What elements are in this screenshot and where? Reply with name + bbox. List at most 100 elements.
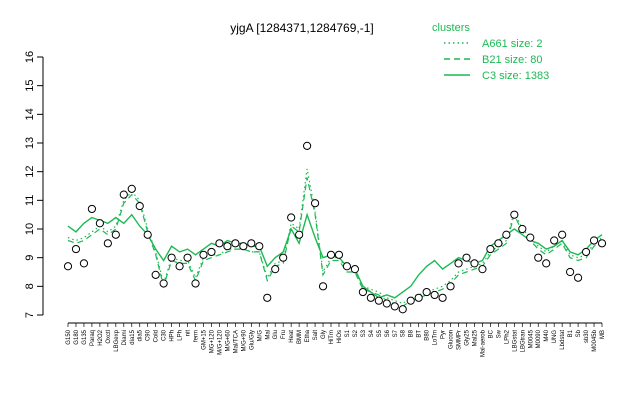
x-tick-label: S6 — [385, 329, 391, 337]
data-point — [581, 247, 591, 257]
y-tick-label: 13 — [24, 137, 36, 149]
data-point — [414, 293, 423, 302]
x-tick-label: Mal — [265, 330, 271, 340]
x-tick-label: MG+120 — [209, 329, 215, 353]
data-point — [151, 270, 160, 279]
y-tick-label: 12 — [24, 166, 36, 178]
x-tick-label: M0045 — [528, 329, 534, 348]
data-point — [143, 230, 152, 239]
x-tick-label: M40 — [544, 329, 550, 341]
x-axis: G150 G180 G135 Paraq H2O2 Oxctl LBGexp Diami dia… — [66, 322, 606, 357]
x-tick-label: C90 — [146, 329, 152, 341]
data-point — [398, 305, 407, 314]
x-tick-label: B8 — [409, 329, 415, 337]
x-tick-label: G150 — [66, 329, 72, 344]
x-tick-label: sb30 — [584, 329, 590, 343]
x-tick-label: M/G — [257, 330, 263, 342]
data-point — [478, 265, 487, 274]
data-point — [247, 239, 256, 248]
x-tick-label: LPh2 — [504, 329, 510, 344]
data-point — [350, 265, 360, 274]
x-tick-label: dia5 — [138, 329, 144, 341]
x-tick-label: BT — [417, 330, 423, 338]
x-tick-label: LBGtran — [520, 330, 526, 352]
data-point — [255, 242, 264, 251]
data-point — [358, 287, 367, 297]
x-tick-label: M/G+120 — [217, 329, 223, 355]
x-tick-label: Cold — [154, 330, 160, 342]
x-tick-label: dia15 — [130, 329, 136, 344]
y-tick-label: 16 — [24, 51, 36, 63]
x-tick-label: LBGstat — [512, 330, 518, 352]
data-point — [518, 224, 527, 234]
data-point — [462, 253, 471, 262]
x-tick-label: GM+15 — [201, 329, 207, 350]
data-point — [573, 273, 583, 282]
series-line-dashed — [67, 177, 603, 308]
x-tick-label: Mal/TCA — [233, 330, 239, 353]
data-point — [422, 287, 431, 297]
y-tick-label: 7 — [24, 312, 36, 318]
x-tick-label: Lbdstat — [560, 330, 566, 350]
data-point — [318, 282, 328, 291]
data-point — [175, 262, 184, 271]
data-point — [566, 267, 575, 277]
data-point — [167, 253, 176, 262]
x-tick-label: Gly — [321, 330, 327, 339]
x-tick-label: H2O2 — [98, 329, 104, 345]
data-point — [534, 253, 543, 262]
data-point — [263, 293, 272, 302]
data-point — [223, 242, 232, 251]
data-point — [454, 259, 463, 268]
x-tick-label: G135 — [82, 329, 88, 344]
x-tick-label: Salt — [313, 330, 319, 341]
x-tick-label: MB — [600, 330, 606, 339]
x-tick-label: S1 — [345, 329, 351, 337]
data-point — [111, 230, 120, 239]
x-tick-label: BMM — [297, 330, 303, 344]
data-point — [326, 250, 336, 259]
data-point — [390, 302, 399, 311]
data-point — [589, 236, 599, 245]
x-tick-label: LPh — [178, 330, 184, 341]
data-point — [406, 296, 415, 305]
legend: clusters A661 size: 2 B21 size: 80 C3 size… — [432, 22, 549, 82]
x-tick-label: M/G+90 — [241, 329, 247, 351]
legend-title: clusters — [432, 22, 470, 34]
x-tick-label: S3 — [361, 329, 367, 337]
data-point — [558, 230, 567, 239]
data-point — [183, 253, 192, 262]
x-tick-label: HiTm — [329, 330, 335, 344]
x-tick-label: M0045b — [592, 329, 598, 351]
data-point — [119, 190, 128, 199]
x-tick-label: Etha — [305, 329, 311, 342]
x-tick-label: M0090 — [536, 329, 542, 348]
data-point — [207, 247, 216, 257]
x-tick-label: nit — [186, 330, 192, 337]
data-point — [279, 253, 288, 262]
data-point — [470, 259, 479, 268]
x-tick-label: Diami — [122, 330, 128, 345]
y-tick-label: 8 — [24, 283, 36, 289]
data-point — [135, 201, 144, 211]
x-tick-label: Paraq — [90, 330, 96, 346]
legend-label: A661 size: 2 — [482, 38, 543, 50]
data-point — [271, 265, 280, 274]
x-tick-label: G180 — [74, 329, 80, 344]
data-point — [526, 233, 535, 242]
y-tick-label: 9 — [24, 255, 36, 261]
data-point — [215, 239, 224, 248]
x-tick-label: Oxctl — [106, 330, 112, 344]
y-tick-label: 15 — [24, 80, 36, 92]
data-point — [486, 244, 495, 254]
data-point — [597, 239, 607, 248]
x-tick-label: S5 — [377, 329, 383, 337]
x-tick-label: Mal25 — [472, 329, 478, 346]
x-tick-label: UNG — [552, 330, 558, 344]
x-tick-label: LoTm — [433, 330, 439, 345]
data-point — [550, 236, 559, 245]
legend-label: B21 size: 80 — [482, 54, 543, 66]
y-tick-label: 11 — [24, 195, 36, 206]
x-tick-label: HPh — [170, 330, 176, 342]
